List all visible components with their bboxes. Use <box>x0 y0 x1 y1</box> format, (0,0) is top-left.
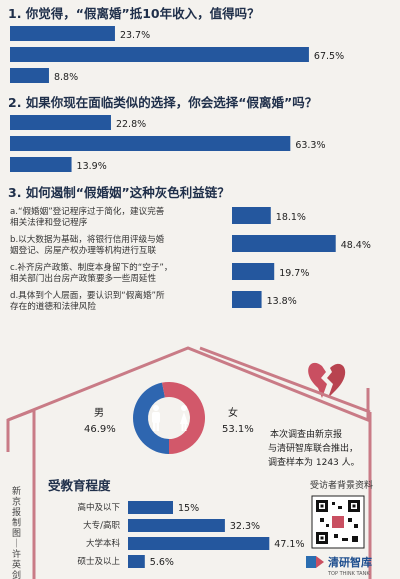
q3-title: 3. 如何遏制“假婚姻”这种灰色利益链？ <box>8 185 230 200</box>
qr-code <box>311 495 365 549</box>
value-label: 63.3% <box>295 140 325 151</box>
q1-bars: a.值得23.7%b.不值得，不仅亵渎了感情，更存在法律风险67.5%c.说不好… <box>10 26 344 83</box>
education-label: 高中及以下 <box>77 502 120 513</box>
logo-sub: TOP THINK TANK <box>327 571 370 577</box>
bar <box>10 115 111 130</box>
value-label: 18.1% <box>276 212 306 223</box>
education-label: 硕士及以上 <box>77 556 120 567</box>
value-label: 48.4% <box>341 240 371 251</box>
q1-title: 1. 你觉得，“假离婚”抵10年收入，值得吗？ <box>8 6 260 21</box>
value-label: 22.8% <box>116 119 146 130</box>
value-label: 8.8% <box>54 72 78 83</box>
education-title: 受教育程度 <box>48 478 111 493</box>
value-label: 67.5% <box>314 51 344 62</box>
male-icon <box>152 405 160 431</box>
q2-bars: a.会22.8%b.不会63.3%c.说不好13.9% <box>10 115 326 172</box>
bar <box>10 26 115 41</box>
respondent-label: 受访者背景资料 <box>310 479 373 491</box>
option-label: 相关部门出台房产政策要多一些周延性 <box>10 272 157 284</box>
credit: 新京报制图｜许英剑 <box>12 485 21 579</box>
question-2: 2. 如果你现在面临类似的选择，你会选择“假离婚”吗？ a.会22.8%b.不会… <box>8 95 326 172</box>
education-label: 大专/高职 <box>83 520 120 531</box>
bar <box>232 207 271 224</box>
bar <box>10 68 49 83</box>
broken-heart-icon <box>308 362 346 398</box>
option-label: c.补齐房产政策、制度本身留下的“空子”， <box>10 261 172 273</box>
donut-slice-male <box>133 382 169 454</box>
logo-name: 清研智库 <box>328 555 372 569</box>
education-value: 47.1% <box>274 539 304 550</box>
donut-slice-female <box>162 382 205 454</box>
education-value: 15% <box>178 503 199 514</box>
education-bar <box>128 537 270 550</box>
donut-slices <box>133 382 205 454</box>
education-chart: 受教育程度 高中及以下 15% 大专/高职 32.3% 大学本科 47.1% 硕士及以上 5.… <box>48 478 304 568</box>
roof-eave <box>7 408 35 422</box>
female-label: 女 <box>228 406 238 419</box>
survey-note-line-1: 本次调查由新京报 <box>270 428 342 440</box>
option-label: 相关法律和登记程序 <box>10 216 88 228</box>
female-pct: 53.1% <box>222 424 254 435</box>
value-label: 19.7% <box>279 268 309 279</box>
option-label: b.以大数据为基础，将银行信用评级与婚 <box>10 233 165 245</box>
bar <box>10 136 291 151</box>
house-outline <box>6 346 372 579</box>
education-label: 大学本科 <box>86 538 121 549</box>
education-bar <box>128 555 145 568</box>
option-label: 存在的道德和法律风险 <box>10 300 96 312</box>
bar <box>232 235 336 252</box>
brand-logo: 清研智库 TOP THINK TANK <box>306 555 372 577</box>
survey-note-line-3: 调查样本为 1243 人。 <box>268 456 360 468</box>
option-label: 姻登记、房屋产权办理等机构进行互联 <box>10 244 157 256</box>
female-icon <box>180 405 188 431</box>
male-pct: 46.9% <box>84 424 116 435</box>
education-bars: 高中及以下 15% 大专/高职 32.3% 大学本科 47.1% 硕士及以上 5.6% <box>77 501 304 568</box>
bar <box>10 47 309 62</box>
survey-note: 本次调查由新京报 与清研智库联合推出， 调查样本为 1243 人。 <box>268 428 360 468</box>
bar <box>232 263 275 280</box>
education-value: 5.6% <box>150 557 174 568</box>
q2-title: 2. 如果你现在面临类似的选择，你会选择“假离婚”吗？ <box>8 95 317 110</box>
value-label: 13.9% <box>77 161 107 172</box>
bar <box>10 157 72 172</box>
value-label: 13.8% <box>267 296 297 307</box>
question-1: 1. 你觉得，“假离婚”抵10年收入，值得吗？ a.值得23.7%b.不值得，不… <box>8 6 344 83</box>
question-3: 3. 如何遏制“假婚姻”这种灰色利益链？ a.“假婚姻”登记程序过于简化，建议完… <box>8 185 371 312</box>
value-label: 23.7% <box>120 30 150 41</box>
gender-donut: 男 46.9% 女 53.1% <box>84 382 254 454</box>
option-label: a.“假婚姻”登记程序过于简化，建议完善 <box>10 205 165 217</box>
option-label: d.具体到个人层面，要认识到“假离婚”所 <box>10 289 165 301</box>
bar <box>232 291 262 308</box>
education-bar <box>128 519 225 532</box>
education-bar <box>128 501 173 514</box>
survey-note-line-2: 与清研智库联合推出， <box>268 442 358 454</box>
education-value: 32.3% <box>230 521 260 532</box>
male-label: 男 <box>94 407 104 419</box>
